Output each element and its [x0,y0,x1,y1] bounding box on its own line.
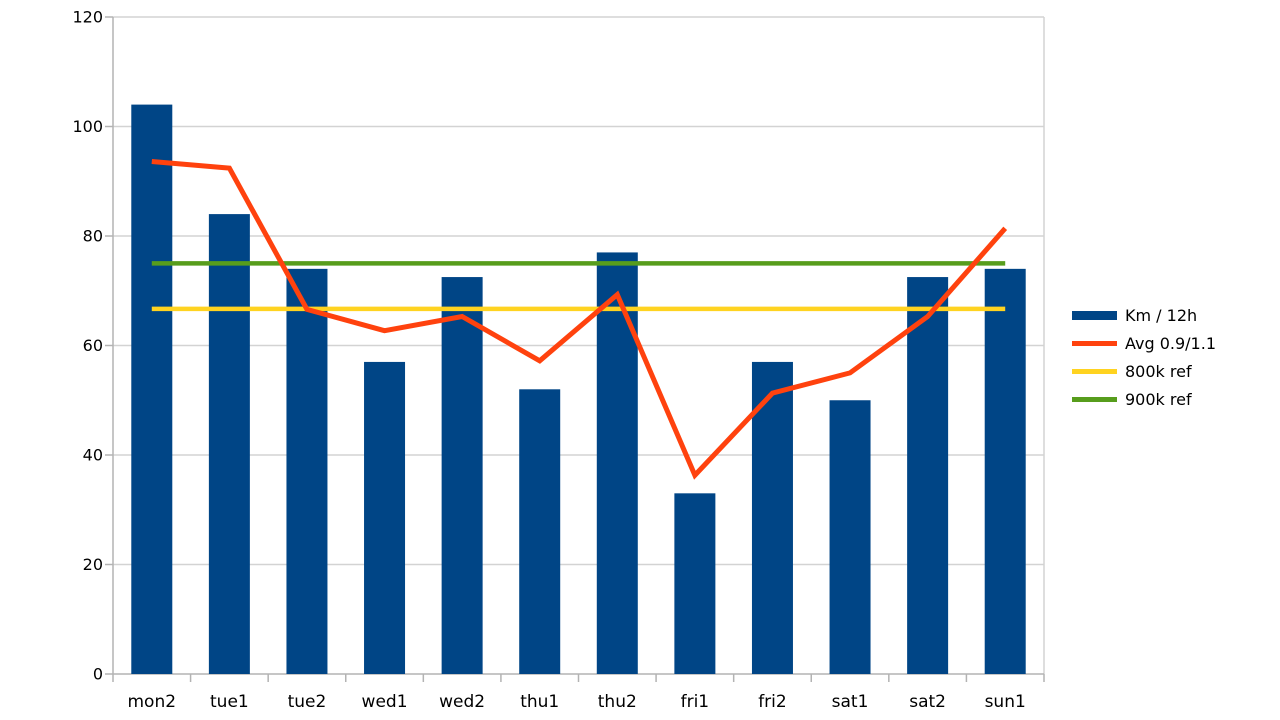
bar-fri2 [751,361,793,674]
x-axis-label-sat2: sat2 [909,692,946,712]
x-axis-label-wed2: wed2 [439,692,485,712]
legend-item-900k-ref: 900k ref [1072,390,1216,409]
x-axis-label-fri1: fri1 [681,692,710,712]
legend-item-avg-0-9-1-1: Avg 0.9/1.1 [1072,334,1216,353]
x-axis-label-thu2: thu2 [598,692,637,712]
legend-item-800k-ref: 800k ref [1072,362,1216,381]
y-axis-label: 80 [83,227,103,246]
legend-label: 900k ref [1125,390,1192,409]
x-axis-label-wed1: wed1 [362,692,408,712]
x-axis-label-tue1: tue1 [210,692,249,712]
x-axis-label-sun1: sun1 [985,692,1026,712]
bar-sun1 [984,268,1026,674]
bar-sat1 [829,400,871,674]
bar-sat2 [907,277,949,674]
legend-swatch-900k-ref [1072,397,1117,402]
legend-item-km-12h: Km / 12h [1072,306,1216,325]
legend-label: Km / 12h [1125,306,1198,325]
bar-wed2 [441,277,483,674]
x-axis-label-mon2: mon2 [128,692,177,712]
x-axis-label-fri2: fri2 [758,692,787,712]
x-axis-label-sat1: sat1 [832,692,869,712]
bar-fri1 [674,493,716,674]
bar-wed1 [364,361,406,674]
series-line-avg-0-9-1-1 [151,159,1008,480]
legend: Km / 12h Avg 0.9/1.1 800k ref 900k ref [1072,306,1216,409]
legend-swatch-800k-ref [1072,369,1117,374]
bar-mon2 [131,104,173,675]
bar-tue1 [208,214,250,674]
y-axis-label: 120 [72,8,103,27]
y-axis-label: 60 [83,336,103,355]
legend-label: 800k ref [1125,362,1192,381]
y-axis-label: 40 [83,446,103,465]
y-axis-label: 0 [93,665,103,684]
legend-label: Avg 0.9/1.1 [1125,334,1216,353]
y-axis-label: 100 [72,117,103,136]
bar-tue2 [286,268,328,674]
bar-thu2 [596,252,638,675]
legend-swatch-avg-0-9-1-1 [1072,341,1117,346]
legend-swatch-km-12h [1072,311,1117,320]
x-axis-label-thu1: thu1 [520,692,559,712]
y-axis-label: 20 [83,555,103,574]
x-axis-label-tue2: tue2 [288,692,327,712]
bar-thu1 [519,389,561,674]
